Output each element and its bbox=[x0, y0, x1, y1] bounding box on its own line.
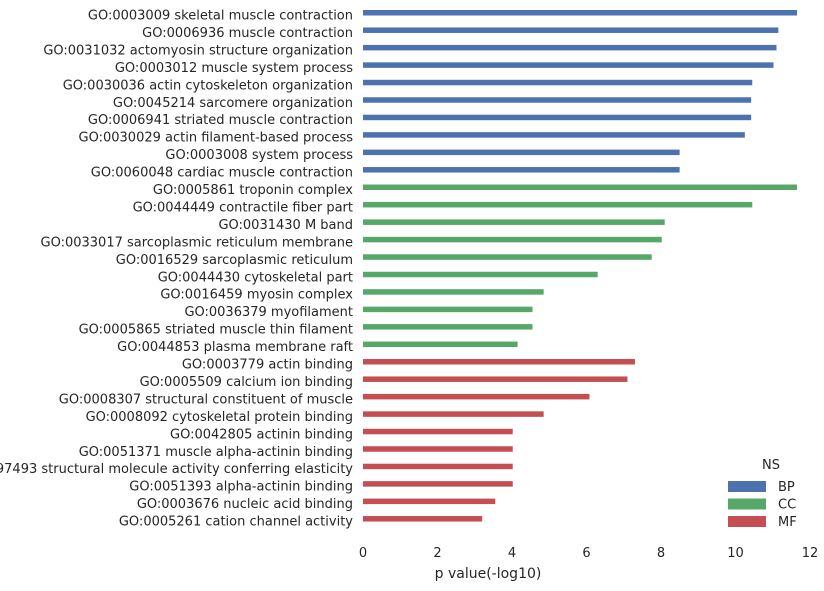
bar-bp bbox=[363, 44, 777, 51]
category-label: GO:0003008 system process bbox=[165, 148, 353, 163]
x-tick-labels: 0 2 4 6 8 10 12 bbox=[359, 546, 818, 561]
category-label: GO:0036379 myofilament bbox=[184, 305, 353, 320]
bar-cc bbox=[363, 289, 544, 295]
bar-bp bbox=[363, 27, 779, 33]
bar-mf bbox=[363, 481, 513, 487]
bar-cc bbox=[363, 341, 518, 348]
bar-mf bbox=[363, 498, 496, 505]
category-label: GO:0033017 sarcoplasmic reticulum membra… bbox=[41, 235, 353, 250]
x-tick-label: 2 bbox=[433, 546, 441, 561]
category-label: GO:0042805 actinin binding bbox=[170, 427, 353, 442]
category-label: GO:0044430 cytoskeletal part bbox=[158, 270, 353, 285]
bar-mf bbox=[363, 359, 635, 365]
bar-cc bbox=[363, 271, 598, 278]
category-label: GO:0006936 muscle contraction bbox=[142, 26, 353, 41]
x-tick-label: 6 bbox=[582, 546, 590, 561]
bar-cc bbox=[363, 219, 665, 225]
x-tick-label: 12 bbox=[802, 546, 819, 561]
bars-group bbox=[363, 10, 797, 522]
x-tick-label: 0 bbox=[359, 546, 367, 561]
bar-cc bbox=[363, 236, 662, 243]
category-label: GO:0051393 alpha-actinin binding bbox=[129, 480, 353, 495]
x-axis-label: p value(-log10) bbox=[435, 566, 542, 582]
category-label: GO:0005865 striated muscle thin filament bbox=[79, 323, 353, 338]
legend-label-bp: BP bbox=[778, 480, 795, 495]
category-label: GO:0016529 sarcoplasmic reticulum bbox=[116, 253, 353, 268]
legend-swatch-cc bbox=[728, 498, 766, 510]
category-label: GO:0097493 structural molecule activity … bbox=[0, 462, 353, 477]
bar-mf bbox=[363, 463, 513, 470]
bar-cc bbox=[363, 324, 533, 330]
bar-cc bbox=[363, 201, 753, 208]
legend-label-cc: CC bbox=[778, 498, 796, 513]
category-label: GO:0051371 muscle alpha-actinin binding bbox=[79, 445, 353, 460]
bar-bp bbox=[363, 149, 680, 156]
bar-bp bbox=[363, 114, 752, 121]
bar-mf bbox=[363, 411, 544, 417]
category-label: GO:0016459 myosin complex bbox=[160, 288, 353, 303]
category-label: GO:0005861 troponin complex bbox=[153, 183, 353, 198]
legend-swatch-mf bbox=[728, 516, 766, 527]
bar-mf bbox=[363, 393, 590, 400]
legend-title: NS bbox=[762, 458, 780, 473]
category-label: GO:0003779 actin binding bbox=[182, 358, 353, 373]
bar-cc bbox=[363, 184, 797, 190]
category-label: GO:0044853 plasma membrane raft bbox=[117, 340, 353, 355]
category-label: GO:0045214 sarcomere organization bbox=[113, 96, 353, 111]
legend-label-mf: MF bbox=[778, 515, 797, 530]
category-labels: GO:0003009 skeletal muscle contraction GO… bbox=[0, 9, 353, 530]
bar-bp bbox=[363, 97, 752, 103]
category-label: GO:0044449 contractile fiber part bbox=[133, 200, 353, 215]
category-label: GO:0005261 cation channel activity bbox=[119, 515, 353, 530]
x-tick-label: 10 bbox=[727, 546, 744, 561]
category-label: GO:0005509 calcium ion binding bbox=[140, 375, 353, 390]
bar-mf bbox=[363, 428, 513, 435]
bar-bp bbox=[363, 167, 680, 173]
bar-mf bbox=[363, 446, 513, 452]
legend-swatch-bp bbox=[728, 481, 766, 492]
category-label: GO:0008092 cytoskeletal protein binding bbox=[86, 410, 353, 425]
bar-mf bbox=[363, 516, 483, 522]
category-label: GO:0003012 muscle system process bbox=[115, 61, 353, 76]
bar-cc bbox=[363, 306, 533, 313]
category-label: GO:0006941 striated muscle contraction bbox=[88, 113, 353, 128]
bar-mf bbox=[363, 376, 628, 382]
bar-bp bbox=[363, 79, 753, 86]
bar-bp bbox=[363, 10, 797, 16]
x-tick-label: 8 bbox=[657, 546, 665, 561]
category-label: GO:0003676 nucleic acid binding bbox=[137, 497, 353, 512]
category-label: GO:0031430 M band bbox=[218, 218, 353, 233]
bar-bp bbox=[363, 132, 745, 138]
category-label: GO:0030029 actin filament-based process bbox=[79, 131, 354, 146]
bar-bp bbox=[363, 62, 774, 68]
category-label: GO:0003009 skeletal muscle contraction bbox=[88, 9, 353, 24]
legend-items: BP CC MF bbox=[728, 480, 797, 530]
category-label: GO:0030036 actin cytoskeleton organizati… bbox=[63, 78, 353, 93]
x-tick-label: 4 bbox=[508, 546, 516, 561]
bar-cc bbox=[363, 254, 652, 260]
category-label: GO:0031032 actomyosin structure organiza… bbox=[43, 43, 353, 58]
legend: NS BP CC MF bbox=[728, 458, 797, 530]
category-label: GO:0060048 cardiac muscle contraction bbox=[91, 166, 353, 181]
category-label: GO:0008307 structural constituent of mus… bbox=[59, 392, 353, 407]
